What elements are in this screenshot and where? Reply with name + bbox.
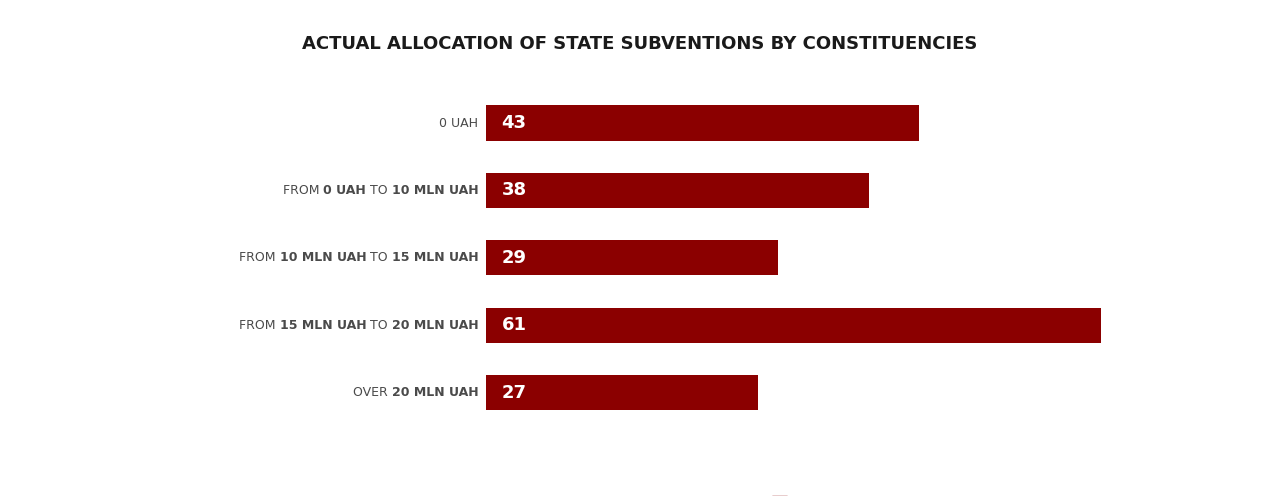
Text: 43: 43 bbox=[502, 114, 526, 132]
Text: TO: TO bbox=[366, 319, 392, 332]
Legend: Amount of constituencies: Amount of constituencies bbox=[767, 491, 961, 496]
Text: 29: 29 bbox=[502, 249, 526, 267]
Text: 0 UAH: 0 UAH bbox=[324, 184, 366, 197]
Text: 20 MLN UAH: 20 MLN UAH bbox=[392, 386, 479, 399]
Text: 10 MLN UAH: 10 MLN UAH bbox=[279, 251, 366, 264]
Text: FROM: FROM bbox=[239, 251, 279, 264]
Text: ACTUAL ALLOCATION OF STATE SUBVENTIONS BY CONSTITUENCIES: ACTUAL ALLOCATION OF STATE SUBVENTIONS B… bbox=[302, 35, 978, 53]
Text: FROM: FROM bbox=[283, 184, 324, 197]
Text: 10 MLN UAH: 10 MLN UAH bbox=[392, 184, 479, 197]
Text: TO: TO bbox=[366, 251, 392, 264]
Bar bbox=[486, 241, 778, 275]
Text: OVER: OVER bbox=[353, 386, 392, 399]
Text: 27: 27 bbox=[502, 384, 526, 402]
Text: 0 UAH: 0 UAH bbox=[439, 117, 479, 129]
Bar bbox=[486, 106, 919, 140]
Text: 15 MLN UAH: 15 MLN UAH bbox=[279, 319, 366, 332]
Text: 61: 61 bbox=[502, 316, 526, 334]
Text: TO: TO bbox=[366, 184, 392, 197]
Bar bbox=[486, 173, 869, 208]
Bar bbox=[486, 375, 758, 410]
Text: 38: 38 bbox=[502, 182, 526, 199]
Text: 20 MLN UAH: 20 MLN UAH bbox=[392, 319, 479, 332]
Bar bbox=[486, 308, 1101, 343]
Text: FROM: FROM bbox=[239, 319, 279, 332]
Text: 15 MLN UAH: 15 MLN UAH bbox=[392, 251, 479, 264]
